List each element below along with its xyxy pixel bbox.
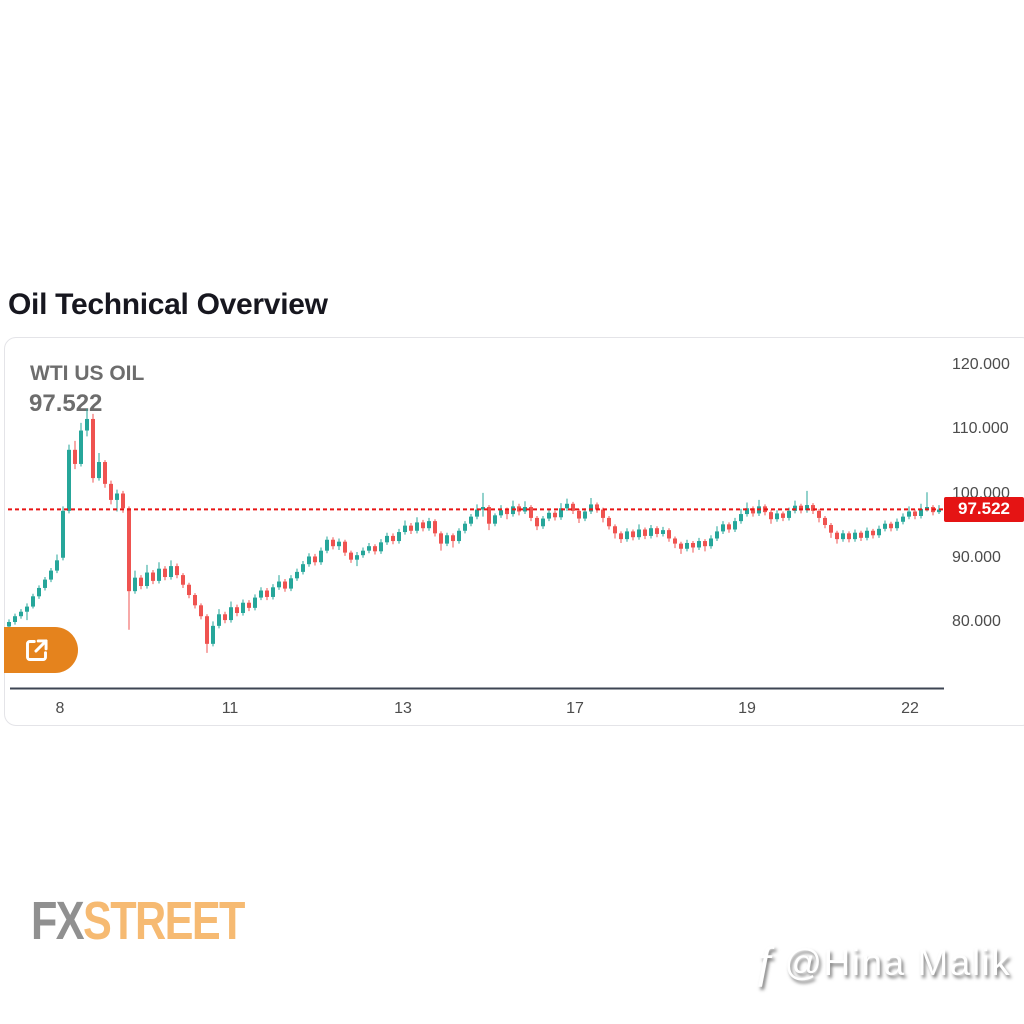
y-axis-tick-label: 90.000 — [952, 548, 1001, 566]
fxstreet-watermark-street: STREET — [83, 891, 245, 951]
external-link-icon — [25, 638, 48, 661]
chart-symbol: WTI US OIL — [30, 362, 145, 385]
y-axis-tick-label: 80.000 — [952, 613, 1001, 630]
x-axis-tick-label: 13 — [394, 700, 412, 717]
chart-card: FXSTREET — [4, 337, 1024, 951]
creator-watermark: ƒ @Hina Malik — [752, 938, 1011, 988]
fxstreet-watermark-fx: FX — [31, 891, 85, 951]
x-axis-tick-label: 19 — [738, 700, 756, 717]
y-axis-tick-label: 120.000 — [952, 356, 1010, 373]
x-axis-tick-label: 11 — [221, 700, 239, 717]
x-axis-tick-label: 17 — [566, 700, 584, 717]
x-axis-tick-label: 8 — [55, 700, 65, 717]
page-title: Oil Technical Overview — [8, 288, 328, 321]
last-price-tag: 97.522 — [944, 496, 1024, 522]
fxstreet-watermark: FXSTREET — [31, 890, 245, 952]
chart-last-price-text: 97.522 — [29, 390, 103, 417]
y-axis-tick-label: 110.000 — [952, 420, 1009, 438]
script-f-logo-icon: ƒ — [752, 938, 777, 987]
x-axis-tick-label: 22 — [901, 700, 919, 717]
share-button[interactable] — [4, 627, 78, 673]
creator-handle: @Hina Malik — [784, 942, 1012, 983]
